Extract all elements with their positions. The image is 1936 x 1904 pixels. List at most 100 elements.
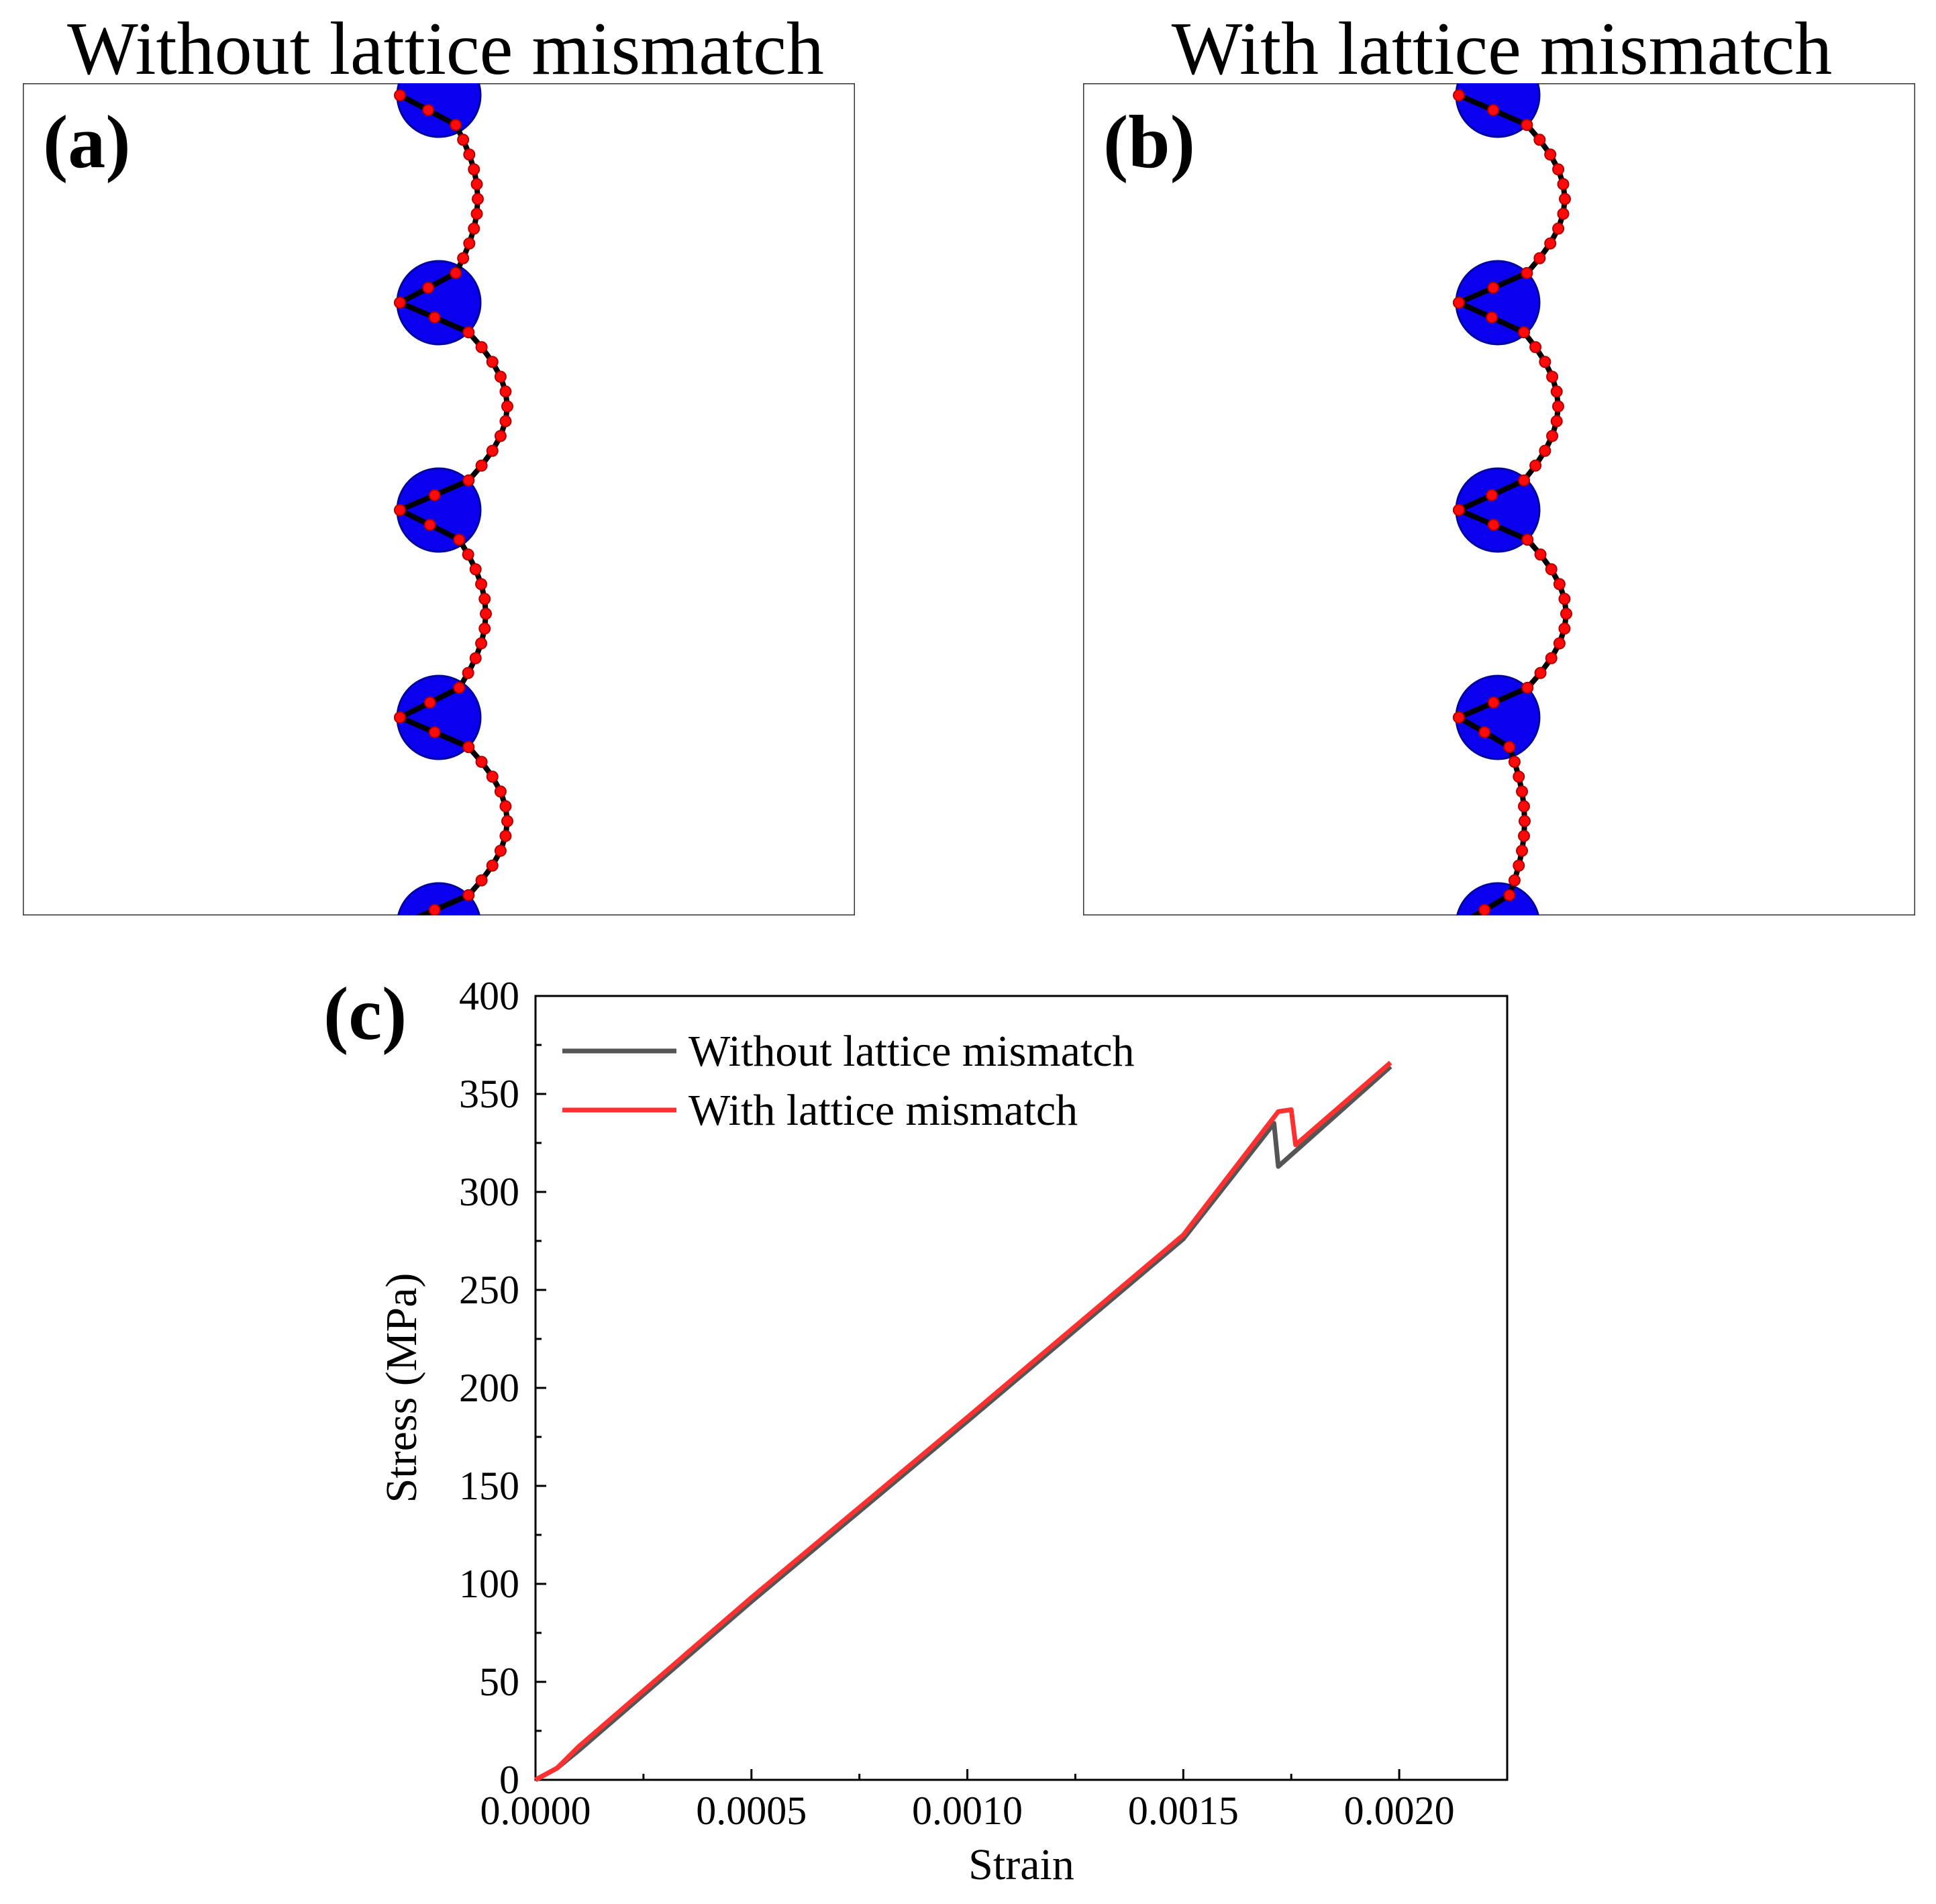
dislocation-node — [394, 89, 406, 101]
dislocation-node — [423, 696, 436, 709]
dislocation-node — [475, 756, 488, 768]
dislocation-node — [1508, 756, 1521, 768]
dislocation-node — [1552, 400, 1564, 413]
dislocation-node — [475, 637, 488, 650]
dislocation-node — [1557, 207, 1570, 220]
dislocation-node — [1517, 800, 1530, 813]
legend-label-1: With lattice mismatch — [689, 1086, 1078, 1135]
y-tick-label: 250 — [459, 1268, 519, 1312]
dislocation-node — [394, 711, 406, 723]
dislocation-node — [470, 178, 483, 191]
particle — [1456, 882, 1539, 915]
dislocation-node — [499, 800, 512, 813]
dislocation-node — [1546, 430, 1559, 442]
dislocation-node — [478, 593, 491, 605]
dislocation-node — [1544, 148, 1557, 161]
y-tick-label: 100 — [459, 1562, 519, 1606]
y-axis-label: Stress (MPa) — [377, 1273, 426, 1503]
dislocation-node — [394, 504, 406, 516]
dislocation-node — [1453, 504, 1465, 516]
dislocation-node — [1558, 593, 1571, 605]
dislocation-node — [453, 534, 466, 546]
dislocation-node — [1560, 607, 1572, 620]
dislocation-node — [462, 889, 475, 901]
dislocation-node — [1508, 874, 1521, 887]
dislocation-node — [1534, 548, 1547, 561]
dislocation-node — [1529, 459, 1542, 472]
dislocation-node — [499, 415, 512, 428]
dislocation-node — [1552, 163, 1565, 176]
series-layer — [534, 1060, 1392, 1783]
dislocation-node — [1533, 134, 1546, 146]
panel-b-tag: (b) — [1103, 101, 1195, 184]
dislocation-node — [463, 237, 476, 250]
dislocation-node — [486, 356, 499, 368]
dislocation-node — [1487, 696, 1500, 709]
dislocation-node — [475, 578, 488, 591]
dislocation-node — [1454, 919, 1464, 930]
x-tick-label: 0.0000 — [480, 1789, 591, 1833]
dislocation-node — [470, 207, 483, 220]
y-tick-label: 150 — [459, 1464, 519, 1508]
dislocation-node — [1553, 578, 1566, 591]
dislocation-node — [480, 607, 492, 620]
dislocation-node — [1478, 903, 1491, 915]
dislocation-node — [1516, 785, 1529, 798]
dislocation-node — [1521, 534, 1534, 546]
x-axis-label: Strain — [968, 1840, 1074, 1889]
dislocation-node — [1533, 252, 1546, 264]
dislocation-node — [1453, 297, 1465, 309]
y-tick-label: 350 — [459, 1072, 519, 1116]
panel-b-title: With lattice mismatch — [1172, 7, 1833, 91]
y-tick-label: 400 — [459, 974, 519, 1018]
panel-b-content — [1453, 83, 1572, 930]
panel-a: (a) — [23, 83, 855, 930]
dislocation-node — [1453, 711, 1465, 723]
dislocation-node — [1550, 385, 1563, 398]
dislocation-node — [1557, 178, 1570, 191]
dislocation-node — [428, 726, 441, 739]
dislocation-node — [1503, 741, 1516, 754]
dislocation-node — [1486, 489, 1498, 501]
dislocation-node — [395, 919, 405, 930]
dislocation-node — [499, 385, 512, 398]
dislocation-node — [1552, 222, 1565, 235]
dislocation-node — [1550, 415, 1563, 428]
dislocation-node — [1558, 622, 1571, 635]
panel-a-title: Without lattice mismatch — [67, 7, 824, 91]
dislocation-node — [1545, 563, 1558, 576]
panel-a-content — [394, 83, 513, 930]
series-line-1 — [534, 1060, 1392, 1783]
dislocation-node — [469, 652, 482, 664]
dislocation-node — [462, 666, 474, 679]
dislocation-node — [472, 193, 484, 205]
dislocation-node — [1546, 370, 1559, 383]
stress-strain-chart: (c) 0 50 100 150 200 250 300 350 400 0.0000 0.0005… — [323, 972, 1509, 1889]
dislocation-node — [1518, 474, 1531, 487]
legend: Without lattice mismatch With lattice mis… — [562, 1027, 1135, 1135]
dislocation-node — [394, 297, 406, 309]
dislocation-node — [450, 119, 462, 132]
dislocation-node — [1487, 519, 1500, 532]
dislocation-node — [462, 741, 475, 754]
dislocation-node — [499, 830, 512, 842]
panel-c-tag: (c) — [323, 972, 407, 1056]
dislocation-node — [1539, 356, 1551, 368]
dislocation-node — [423, 519, 436, 532]
dislocation-node — [428, 311, 441, 324]
dislocation-node — [1478, 726, 1491, 739]
dislocation-node — [494, 370, 507, 383]
dislocation-node — [462, 474, 475, 487]
dislocation-node — [1513, 770, 1525, 783]
dislocation-node — [486, 770, 499, 783]
dislocation-node — [478, 622, 491, 635]
dislocation-node — [486, 444, 499, 457]
x-tick-label: 0.0005 — [696, 1789, 807, 1833]
dislocation-node — [494, 785, 507, 798]
dislocation-node — [1453, 89, 1465, 101]
dislocation-node — [1518, 326, 1531, 339]
dislocation-node — [1553, 637, 1566, 650]
dislocation-node — [1534, 666, 1547, 679]
dislocation-node — [1521, 119, 1533, 132]
